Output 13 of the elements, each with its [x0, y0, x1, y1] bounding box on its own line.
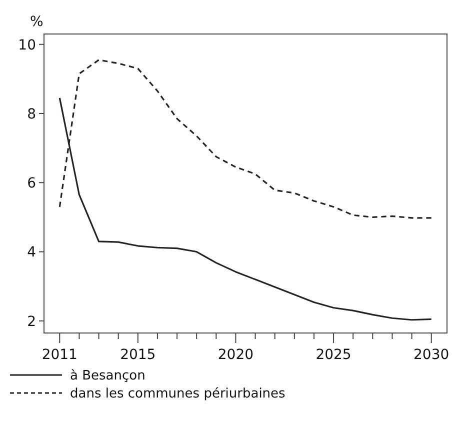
y-axis-title: %: [30, 14, 44, 30]
x-tick-label: 2020: [218, 347, 254, 363]
y-tick-label: 8: [27, 106, 36, 122]
y-tick-label: 6: [27, 176, 36, 192]
y-tick-label: 4: [27, 244, 36, 261]
legend-label: dans les communes périurbaines: [70, 386, 286, 402]
y-tick-label: 2: [27, 314, 36, 330]
legend-label: à Besançon: [70, 368, 146, 384]
y-tick-label: 10: [18, 37, 36, 54]
x-tick-label: 2030: [414, 347, 450, 363]
x-tick-label: 2015: [120, 347, 156, 363]
x-tick-label: 2011: [42, 347, 78, 363]
x-tick-label: 2025: [316, 347, 352, 363]
